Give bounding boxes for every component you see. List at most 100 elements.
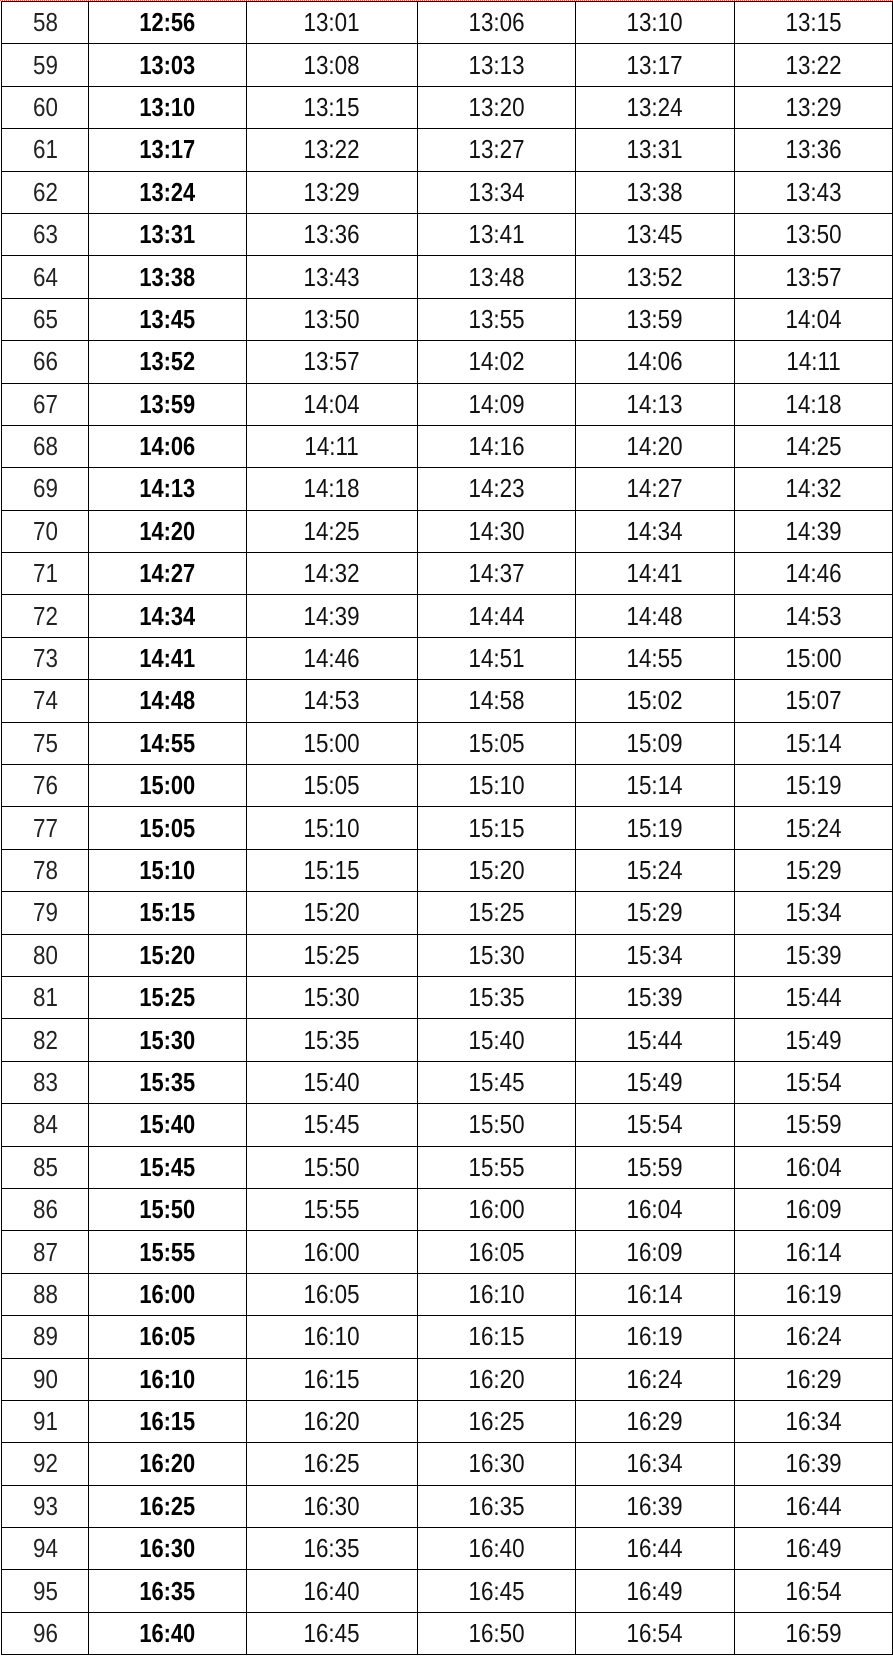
stop-3-time: 14:09 <box>468 388 525 419</box>
stop-3-time: 14:16 <box>468 431 525 462</box>
departure-time: 16:05 <box>139 1321 196 1352</box>
stop-2-time-cell: 13:22 <box>246 128 418 172</box>
stop-4-time: 16:19 <box>627 1321 683 1352</box>
run-number-cell: 71 <box>1 552 89 596</box>
stop-5-time-cell: 13:15 <box>734 0 893 45</box>
stop-5-time: 14:18 <box>785 388 842 419</box>
run-number-cell: 88 <box>1 1272 89 1317</box>
stop-3-time-cell: 15:15 <box>417 806 576 850</box>
run-number: 70 <box>32 515 58 546</box>
stop-3-time-cell: 14:37 <box>417 552 576 596</box>
stop-2-time: 15:15 <box>304 855 360 885</box>
table-row: 69 14:13 14:18 14:23 14:27 14:32 <box>1 467 893 511</box>
stop-2-time: 16:05 <box>304 1278 360 1309</box>
stop-5-time: 15:59 <box>785 1109 842 1140</box>
stop-2-time: 16:35 <box>304 1533 360 1564</box>
departure-time: 14:48 <box>139 685 196 716</box>
stop-5-time-cell: 14:53 <box>734 594 893 638</box>
stop-3-time: 14:37 <box>468 558 525 589</box>
stop-4-time: 14:06 <box>627 346 683 377</box>
stop-2-time-cell: 15:55 <box>246 1187 418 1232</box>
stop-2-time-cell: 13:29 <box>246 170 418 214</box>
stop-4-time-cell: 14:13 <box>575 382 735 426</box>
table-row: 61 13:17 13:22 13:27 13:31 13:36 <box>1 128 893 172</box>
stop-3-time-cell: 15:40 <box>417 1018 576 1062</box>
departure-time-cell: 14:13 <box>88 467 247 511</box>
run-number-cell: 64 <box>1 255 89 299</box>
stop-2-time: 15:05 <box>304 770 360 801</box>
stop-4-time: 16:24 <box>627 1363 683 1394</box>
departure-time: 16:40 <box>139 1618 196 1649</box>
departure-time: 14:20 <box>139 515 196 546</box>
departure-time: 14:06 <box>139 431 196 462</box>
table-row: 85 15:45 15:50 15:55 15:59 16:04 <box>1 1145 893 1189</box>
stop-5-time: 16:14 <box>785 1236 842 1267</box>
departure-time-cell: 15:10 <box>88 848 247 893</box>
stop-4-time: 15:39 <box>627 982 683 1013</box>
table-row: 94 16:30 16:35 16:40 16:44 16:49 <box>1 1527 893 1571</box>
stop-2-time-cell: 15:05 <box>246 764 418 808</box>
table-row: 63 13:31 13:36 13:41 13:45 13:50 <box>1 212 893 257</box>
stop-4-time-cell: 14:34 <box>575 509 735 554</box>
stop-5-time: 14:04 <box>785 303 842 334</box>
run-number: 90 <box>32 1363 58 1394</box>
departure-time: 13:10 <box>139 91 196 122</box>
stop-2-time: 16:40 <box>304 1575 360 1606</box>
stop-2-time-cell: 14:18 <box>246 467 418 511</box>
table-row: 58 12:56 13:01 13:06 13:10 13:15 <box>1 0 893 45</box>
stop-4-time: 15:24 <box>627 855 683 885</box>
stop-2-time-cell: 14:46 <box>246 636 418 681</box>
stop-4-time: 15:09 <box>627 727 683 758</box>
run-number-cell: 59 <box>1 43 89 87</box>
stop-2-time-cell: 13:08 <box>246 43 418 87</box>
stop-4-time-cell: 13:52 <box>575 255 735 299</box>
stop-3-time: 15:10 <box>468 770 525 801</box>
run-number: 81 <box>32 982 58 1013</box>
departure-time: 14:41 <box>139 643 196 674</box>
run-number: 64 <box>32 261 58 292</box>
stop-3-time: 15:40 <box>468 1024 525 1055</box>
stop-4-time-cell: 15:29 <box>575 891 735 935</box>
departure-time: 15:20 <box>139 939 196 970</box>
stop-5-time: 16:44 <box>785 1490 842 1521</box>
stop-2-time-cell: 16:45 <box>246 1611 418 1656</box>
stop-4-time-cell: 16:09 <box>575 1230 735 1274</box>
departure-time: 15:00 <box>139 770 196 801</box>
stop-2-time: 15:30 <box>304 982 360 1013</box>
run-number: 79 <box>32 897 58 928</box>
stop-5-time-cell: 15:59 <box>734 1103 893 1147</box>
run-number: 61 <box>32 134 58 165</box>
stop-3-time-cell: 13:55 <box>417 297 576 342</box>
stop-3-time-cell: 15:45 <box>417 1060 576 1105</box>
stop-5-time: 15:39 <box>785 939 842 970</box>
departure-time-cell: 16:20 <box>88 1442 247 1486</box>
table-row: 82 15:30 15:35 15:40 15:44 15:49 <box>1 1018 893 1062</box>
run-number-cell: 73 <box>1 636 89 681</box>
stop-3-time-cell: 15:35 <box>417 975 576 1020</box>
stop-3-time: 14:02 <box>468 346 525 377</box>
stop-5-time-cell: 14:32 <box>734 467 893 511</box>
table-row: 74 14:48 14:53 14:58 15:02 15:07 <box>1 679 893 723</box>
departure-time: 16:35 <box>139 1575 196 1606</box>
table-row: 96 16:40 16:45 16:50 16:54 16:59 <box>1 1611 893 1656</box>
stop-5-time-cell: 13:57 <box>734 255 893 299</box>
stop-5-time: 15:44 <box>785 982 842 1013</box>
stop-2-time: 15:40 <box>304 1066 360 1097</box>
run-number: 95 <box>32 1575 58 1606</box>
run-number-cell: 69 <box>1 467 89 511</box>
stop-5-time-cell: 15:00 <box>734 636 893 681</box>
stop-5-time: 16:54 <box>785 1575 842 1606</box>
stop-5-time-cell: 16:19 <box>734 1272 893 1317</box>
table-row: 59 13:03 13:08 13:13 13:17 13:22 <box>1 43 893 87</box>
stop-3-time: 13:41 <box>468 219 525 250</box>
run-number-cell: 76 <box>1 764 89 808</box>
departure-time-cell: 14:27 <box>88 552 247 596</box>
stop-3-time: 13:06 <box>468 7 525 38</box>
stop-4-time-cell: 13:59 <box>575 297 735 342</box>
run-number: 88 <box>32 1278 58 1309</box>
stop-3-time-cell: 16:35 <box>417 1484 576 1529</box>
stop-5-time: 13:57 <box>785 261 842 292</box>
run-number: 89 <box>32 1321 58 1352</box>
stop-2-time: 13:43 <box>304 261 360 292</box>
stop-2-time-cell: 16:10 <box>246 1315 418 1359</box>
